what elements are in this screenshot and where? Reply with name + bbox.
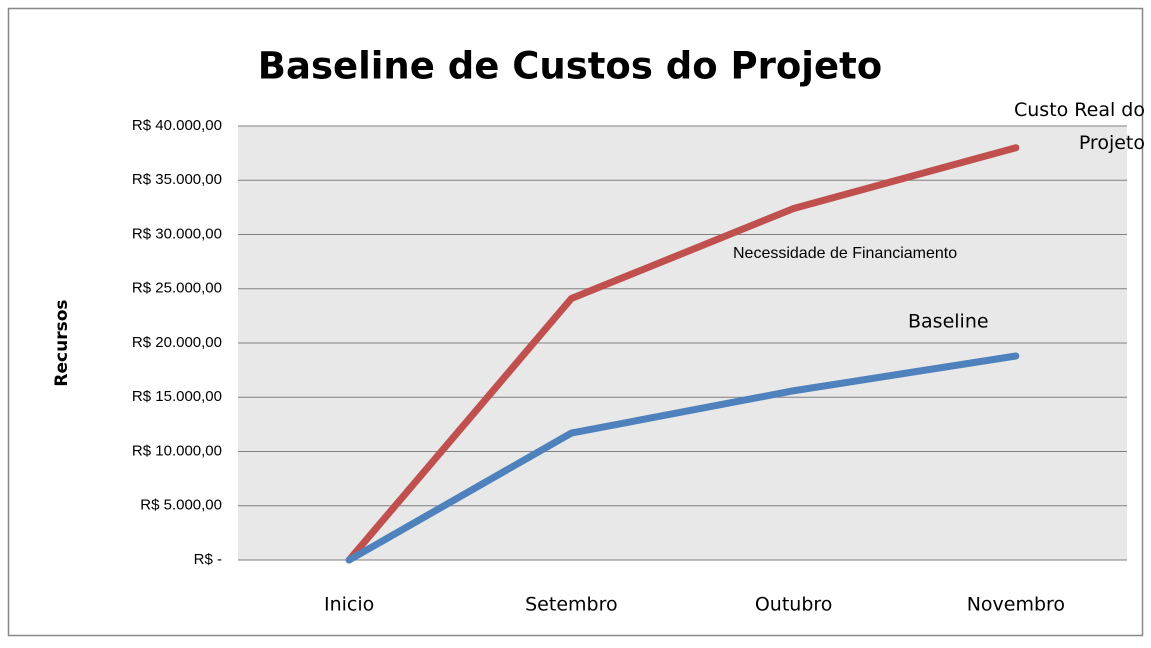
chart-title: Baseline de Custos do Projeto: [258, 45, 882, 88]
series-line: [345, 352, 1020, 564]
y-tick-label: R$ 35.000,00: [132, 171, 222, 188]
y-axis-label: Recursos: [52, 299, 72, 386]
series-label: Custo Real do Projeto: [1013, 99, 1145, 154]
y-tick-label: R$ 5.000,00: [140, 497, 222, 514]
x-tick-label: Setembro: [525, 594, 617, 616]
x-tick-label: Inicio: [324, 594, 374, 616]
y-tick-label: R$ 40.000,00: [132, 117, 222, 134]
series-line: [345, 144, 1020, 564]
y-tick-label: R$ 30.000,00: [132, 225, 222, 242]
y-tick-label: R$ 15.000,00: [132, 388, 222, 405]
annotation: Necessidade de Financiamento: [733, 245, 957, 262]
y-tick-label: R$ 20.000,00: [132, 334, 222, 351]
x-tick-label: Novembro: [967, 594, 1065, 616]
y-tick-label: R$ 25.000,00: [132, 280, 222, 297]
series-label-text: Custo Real do Projeto: [1013, 99, 1145, 154]
x-tick-label: Outubro: [755, 594, 833, 616]
series-label: Baseline: [908, 311, 989, 333]
y-tick-label: R$ -: [194, 551, 222, 568]
y-tick-label: R$ 10.000,00: [132, 442, 222, 459]
